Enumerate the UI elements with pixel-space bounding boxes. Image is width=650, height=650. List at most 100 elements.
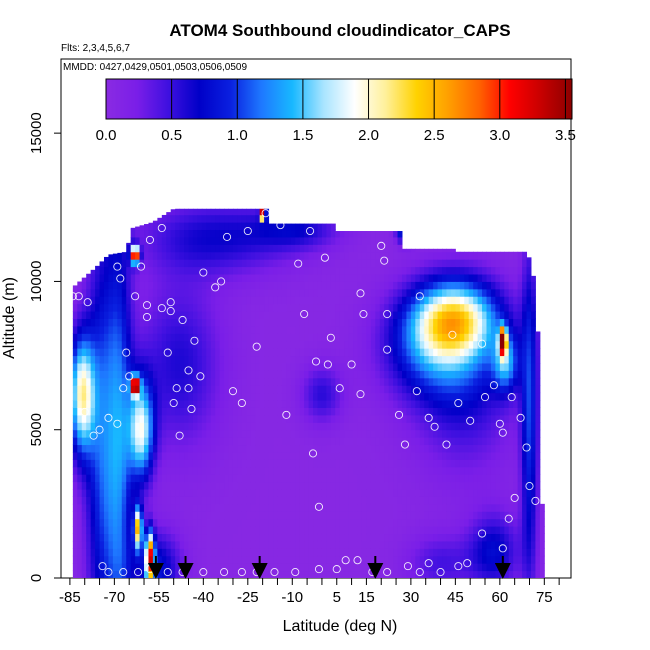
- heatmap-cell: [130, 303, 136, 312]
- heatmap-cell: [201, 451, 207, 460]
- heatmap-cell: [428, 340, 434, 349]
- heatmap-cell: [344, 288, 350, 297]
- heatmap-cell: [255, 444, 261, 453]
- heatmap-cell: [459, 451, 465, 460]
- heatmap-cell: [179, 222, 185, 231]
- heatmap-cell: [326, 526, 332, 535]
- heatmap-cell: [228, 540, 234, 549]
- heatmap-cell: [170, 540, 176, 549]
- sample-point: [169, 398, 178, 408]
- sample-point: [134, 568, 143, 577]
- heatmap-cell: [152, 570, 158, 578]
- heatmap-cell: [366, 503, 372, 512]
- heatmap-cell: [477, 563, 483, 572]
- heatmap-cell: [473, 385, 479, 394]
- heatmap-cell: [517, 570, 523, 578]
- heatmap-cell: [455, 303, 461, 312]
- heatmap-cell: [388, 555, 394, 564]
- heatmap-cell: [455, 489, 461, 497]
- heatmap-cell: [95, 481, 101, 490]
- heatmap-cell: [388, 311, 394, 319]
- heatmap-cell: [112, 474, 118, 483]
- heatmap-cell: [241, 474, 247, 483]
- heatmap-cell: [526, 266, 532, 275]
- heatmap-cell: [428, 489, 434, 497]
- heatmap-cell: [184, 518, 189, 527]
- heatmap-cell: [344, 533, 350, 542]
- heatmap-cell: [473, 429, 479, 438]
- heatmap-cell: [299, 526, 305, 535]
- heatmap-cell: [530, 370, 536, 379]
- heatmap-cell: [90, 451, 96, 460]
- heatmap-cell: [219, 355, 225, 364]
- heatmap-cell: [112, 400, 118, 408]
- heatmap-cell: [535, 355, 541, 364]
- heatmap-cell: [197, 451, 203, 460]
- sample-point: [311, 357, 321, 366]
- heatmap-cell: [179, 385, 185, 394]
- heatmap-cell: [148, 311, 154, 319]
- heatmap-cell: [72, 407, 78, 416]
- heatmap-cell: [353, 496, 359, 505]
- heatmap-cell: [144, 318, 149, 327]
- heatmap-cell: [197, 526, 203, 535]
- heatmap-cell: [326, 414, 332, 423]
- heatmap-cell: [468, 466, 474, 475]
- heatmap-cell: [144, 355, 149, 364]
- heatmap-cell: [161, 570, 167, 578]
- heatmap-cell: [353, 377, 359, 386]
- heatmap-cell: [112, 451, 118, 460]
- heatmap-cell: [246, 318, 252, 327]
- heatmap-cell: [144, 533, 149, 542]
- heatmap-cell: [224, 451, 230, 460]
- heatmap-cell: [232, 311, 238, 319]
- heatmap-cell: [304, 511, 310, 520]
- heatmap-cell: [81, 503, 87, 512]
- heatmap-cell: [264, 474, 270, 483]
- heatmap-cell: [126, 474, 132, 483]
- heatmap-cell: [477, 259, 483, 268]
- heatmap-cell: [281, 489, 287, 497]
- heatmap-cell: [384, 548, 390, 557]
- heatmap-cell: [313, 518, 318, 527]
- heatmap-cell: [184, 444, 189, 453]
- heatmap-cell: [419, 303, 425, 312]
- heatmap-cell: [290, 496, 296, 505]
- heatmap-cell: [103, 281, 109, 290]
- heatmap-cell: [157, 217, 163, 223]
- heatmap-cell: [366, 348, 372, 357]
- heatmap-cell: [210, 429, 216, 438]
- heatmap-cell: [317, 481, 323, 490]
- heatmap-cell: [299, 244, 305, 253]
- heatmap-cell: [317, 318, 323, 327]
- heatmap-cell: [117, 570, 123, 578]
- heatmap-cell: [255, 407, 261, 416]
- heatmap-cell: [344, 526, 350, 535]
- heatmap-cell: [473, 474, 479, 483]
- heatmap-cell: [366, 266, 372, 275]
- heatmap-cell: [144, 266, 149, 275]
- heatmap-cell: [384, 533, 390, 542]
- heatmap-cell: [517, 496, 523, 505]
- heatmap-cell: [526, 474, 532, 483]
- heatmap-cell: [201, 422, 207, 431]
- heatmap-cell: [166, 511, 172, 520]
- heatmap-cell: [366, 274, 372, 282]
- heatmap-cell: [117, 370, 123, 379]
- heatmap-cell: [446, 533, 452, 542]
- heatmap-cell: [161, 318, 167, 327]
- heatmap-cell: [486, 370, 492, 379]
- heatmap-cell: [250, 489, 256, 497]
- heatmap-cell: [446, 355, 452, 364]
- heatmap-cell: [130, 555, 136, 564]
- heatmap-cell: [375, 407, 381, 416]
- heatmap-cell: [370, 555, 376, 564]
- heatmap-cell: [161, 555, 167, 564]
- heatmap-cell: [326, 377, 332, 386]
- heatmap-cell: [299, 437, 305, 446]
- heatmap-cell: [330, 296, 336, 305]
- heatmap-cell: [393, 303, 399, 312]
- heatmap-cell: [410, 451, 416, 460]
- heatmap-cell: [103, 526, 109, 535]
- heatmap-cell: [335, 266, 341, 275]
